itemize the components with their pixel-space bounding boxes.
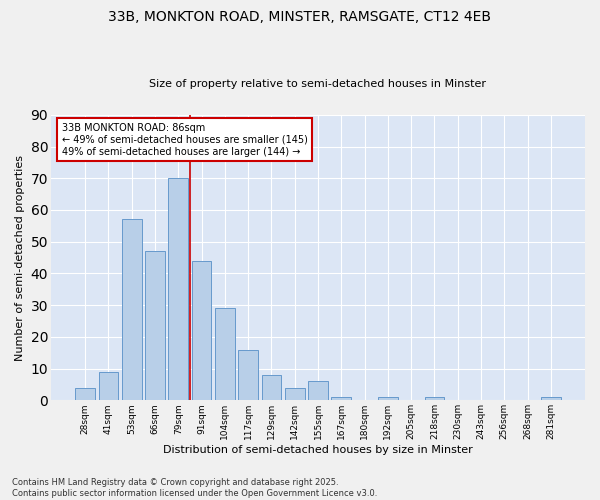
Bar: [75, 388, 95, 400]
Bar: [191, 260, 211, 400]
Bar: [122, 220, 142, 400]
X-axis label: Distribution of semi-detached houses by size in Minster: Distribution of semi-detached houses by …: [163, 445, 473, 455]
Bar: [308, 382, 328, 400]
Text: 33B MONKTON ROAD: 86sqm
← 49% of semi-detached houses are smaller (145)
49% of s: 33B MONKTON ROAD: 86sqm ← 49% of semi-de…: [62, 124, 308, 156]
Title: Size of property relative to semi-detached houses in Minster: Size of property relative to semi-detach…: [149, 79, 487, 89]
Text: 33B, MONKTON ROAD, MINSTER, RAMSGATE, CT12 4EB: 33B, MONKTON ROAD, MINSTER, RAMSGATE, CT…: [109, 10, 491, 24]
Bar: [425, 397, 445, 400]
Bar: [285, 388, 305, 400]
Bar: [331, 397, 351, 400]
Y-axis label: Number of semi-detached properties: Number of semi-detached properties: [15, 154, 25, 360]
Bar: [145, 251, 165, 400]
Bar: [169, 178, 188, 400]
Bar: [98, 372, 118, 400]
Bar: [238, 350, 258, 401]
Bar: [215, 308, 235, 400]
Text: Contains HM Land Registry data © Crown copyright and database right 2025.
Contai: Contains HM Land Registry data © Crown c…: [12, 478, 377, 498]
Bar: [378, 397, 398, 400]
Bar: [262, 375, 281, 400]
Bar: [541, 397, 561, 400]
